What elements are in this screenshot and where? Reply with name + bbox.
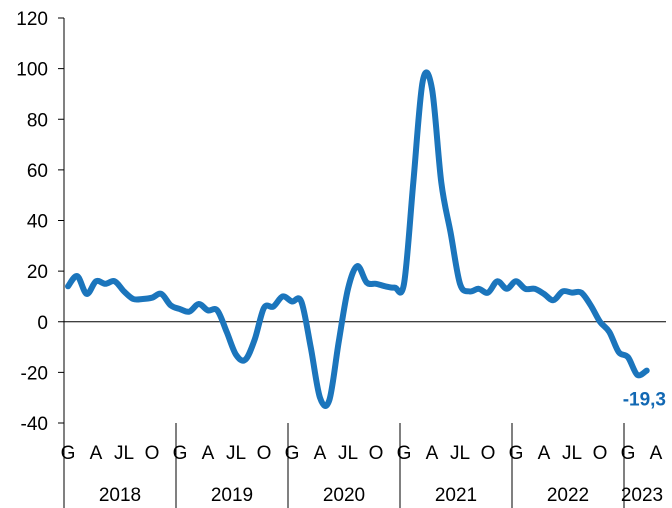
month-tick-label: O bbox=[369, 443, 384, 464]
month-tick-label: A bbox=[650, 443, 663, 464]
y-axis: -40 -20 0 20 40 60 80 100 120 bbox=[16, 9, 65, 435]
y-tick-label: -40 bbox=[21, 414, 48, 435]
month-tick-label: G bbox=[509, 443, 524, 464]
y-tick-label: 0 bbox=[37, 313, 48, 334]
month-tick-label: G bbox=[285, 443, 300, 464]
month-tick-label: G bbox=[621, 443, 636, 464]
month-tick-label: JL bbox=[114, 443, 134, 464]
year-label: 2023 bbox=[621, 485, 663, 506]
year-label: 2020 bbox=[323, 485, 365, 506]
last-value-label: -19,3 bbox=[623, 390, 666, 411]
month-tick-label: G bbox=[397, 443, 412, 464]
year-label: 2018 bbox=[99, 485, 141, 506]
month-tick-label: A bbox=[538, 443, 551, 464]
year-label: 2021 bbox=[435, 485, 477, 506]
y-tick-label: -20 bbox=[21, 363, 48, 384]
month-tick-label: A bbox=[202, 443, 215, 464]
y-tick-label: 120 bbox=[16, 9, 48, 30]
month-tick-label: JL bbox=[562, 443, 582, 464]
month-tick-label: JL bbox=[226, 443, 246, 464]
month-tick-label: O bbox=[593, 443, 608, 464]
month-tick-label: O bbox=[145, 443, 160, 464]
month-tick-label: G bbox=[61, 443, 76, 464]
y-tick-label: 40 bbox=[27, 212, 48, 233]
series-line bbox=[65, 69, 650, 409]
annotations: -19,3 bbox=[623, 390, 666, 411]
month-tick-label: A bbox=[314, 443, 327, 464]
y-tick-label: 80 bbox=[27, 110, 48, 131]
month-tick-label: JL bbox=[338, 443, 358, 464]
month-tick-label: O bbox=[257, 443, 272, 464]
month-tick-label: JL bbox=[450, 443, 470, 464]
series bbox=[65, 69, 650, 409]
y-tick-label: 60 bbox=[27, 161, 48, 182]
month-tick-label: O bbox=[481, 443, 496, 464]
y-tick-label: 20 bbox=[27, 262, 48, 283]
year-label: 2022 bbox=[547, 485, 589, 506]
month-tick-label: G bbox=[173, 443, 188, 464]
month-tick-label: A bbox=[90, 443, 103, 464]
y-tick-label: 100 bbox=[16, 60, 48, 81]
month-tick-label: A bbox=[426, 443, 439, 464]
year-label: 2019 bbox=[211, 485, 253, 506]
